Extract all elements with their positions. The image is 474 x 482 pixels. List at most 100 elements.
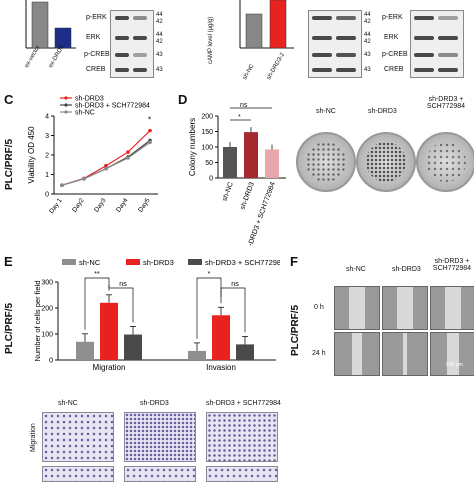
legend-label: sh-NC [79,258,101,267]
y-tick-label: 150 [201,129,213,136]
dish-label-1: sh-DRD3 [368,108,397,115]
bar [223,147,237,178]
y-tick-label: 200 [41,306,53,313]
e-img-row: Migration [30,423,37,452]
y-tick-label: 1 [45,172,49,179]
top-b-ylabel: cAMP level (μg/g) [208,16,214,64]
kda: 43 [364,52,371,58]
invasion-image-sh-nc [42,466,114,482]
sig-label: ** [94,271,100,278]
migration-image-sh-drd3 [124,412,196,462]
colony-dish-sh-nc [296,132,356,192]
legend-marker [64,103,68,107]
significance-star: * [148,116,151,125]
e-img-col-2: sh-DRD3 + SCH772984 [206,400,281,407]
y-tick-label: 200 [201,114,213,121]
kda: 43 [364,67,371,73]
e-img-col-1: sh-DRD3 [140,400,169,407]
y-tick-label: 0 [209,176,213,183]
legend-swatch [126,259,140,265]
x-tick-label: Invasion [206,363,236,372]
f-row-0: 0 h [314,304,324,311]
y-axis-label: Number of cells per field [33,281,42,362]
kda: 42 [364,39,371,45]
bar [265,149,279,178]
data-point [60,183,64,188]
blot-left [110,10,154,78]
y-axis-label: Viability OD 450 [27,126,36,184]
f-col-2: sh-DRD3 + SCH772984 [432,258,472,272]
cell-line-label-e: PLC/PRF/5 [4,302,15,354]
blot-label: ERK [86,34,101,41]
bar [124,334,142,360]
blot-mid [308,10,362,78]
blot-label: p-CREB [84,51,110,58]
data-point [148,128,152,133]
x-tick-label: sh-NC [222,181,235,202]
e-img-col-0: sh-NC [58,400,78,407]
cell-line-label: PLC/PRF/5 [4,138,15,190]
f-col-0: sh-NC [346,266,366,273]
d-star: * [238,114,241,121]
data-point [148,140,152,145]
legend-label: sh-NC [75,109,95,116]
blot-label: CREB [384,66,404,73]
wound-0h-combo [430,286,474,330]
bar [76,341,94,360]
invasion-image-sh-drd3 [124,466,196,482]
sig-bracket [220,287,246,333]
legend-label: sh-DRD3 + SCH772984 [75,102,150,109]
camp-bar-right [239,0,294,49]
sig-label: ns [119,281,127,288]
dish-label-0: sh-NC [316,108,336,115]
data-point [82,176,86,181]
kda: 42 [156,19,163,25]
y-tick-label: 2 [45,153,49,160]
blot-label: p-ERK [86,14,107,21]
migration-image-sh-nc [42,412,114,462]
legend-marker [64,110,68,114]
data-point [126,156,130,160]
cell-line-label-f: PLC/PRF/5 [290,304,301,356]
blot-right [410,10,464,78]
y-tick-label: 0 [45,192,49,199]
kda: 44 [156,12,163,18]
sig-bracket [84,277,110,330]
y-tick-label: 100 [201,145,213,152]
x-tick-label: Migration [93,363,126,372]
x-tick-label: Day4 [115,197,130,214]
kda: 44 [156,32,163,38]
panel-label-e: E [4,254,13,269]
data-point [126,150,130,154]
wound-24h-sh-drd3 [382,332,428,376]
kda: 43 [156,52,163,58]
panel-label-f: F [290,254,298,269]
series-line [61,130,151,186]
blot-label: p-ERK [382,14,403,21]
sig-label: * [208,271,211,278]
y-tick-label: 3 [45,133,49,140]
y-tick-label: 300 [41,280,53,287]
blot-label: ERK [384,34,399,41]
wound-0h-sh-drd3 [382,286,428,330]
sig-bracket [108,284,134,323]
top-panels: ex-vector ex-DRD3 p-ERK ERK p-CREB CREB … [0,0,474,82]
camp-bar-left [25,0,76,49]
bar [236,344,254,360]
dish-label-2: sh-DRD3 + SCH772984 [426,96,466,110]
y-tick-label: 4 [45,114,49,121]
kda: 42 [156,39,163,45]
colony-dish-combo [416,132,474,192]
series-line [61,141,151,186]
legend-label: sh-DRD3 + SCH772984 [205,258,280,267]
sig-label: ns [231,281,239,288]
data-point [104,163,108,168]
y-tick-label: 50 [205,160,213,167]
blot-label: CREB [86,66,106,73]
legend-label: sh-DRD3 [75,95,104,102]
panel-label-d: D [178,92,188,107]
migration-image-combo [206,412,278,462]
bar [212,315,230,360]
